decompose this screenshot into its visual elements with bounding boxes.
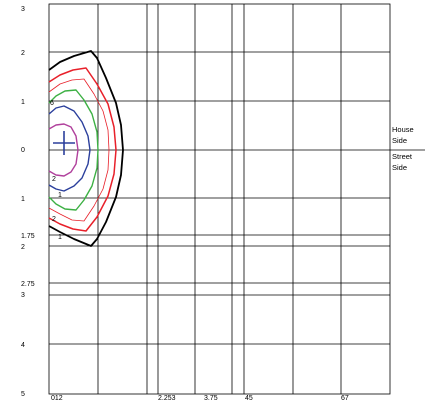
plot-frame	[48, 3, 391, 395]
y-axis-labels: 3 2 1 0 1 1.75 2 2.75 3 4 5	[21, 6, 35, 398]
contour-green	[48, 89, 99, 211]
vertical-grid	[97, 4, 342, 394]
x-tick-label: 3.75	[204, 395, 218, 402]
contour-blue	[48, 105, 91, 192]
y-tick-label: 2	[21, 50, 25, 57]
x-tick-label: 45	[245, 395, 253, 402]
y-tick-label: 4	[21, 342, 25, 349]
house-label: House	[392, 125, 414, 134]
luminaire-marker	[53, 131, 75, 155]
x-axis-labels: 012 2.253 3.75 45 67	[51, 395, 349, 402]
y-tick-label: 1.75	[21, 233, 35, 240]
x-tick-label: 67	[341, 395, 349, 402]
contour-red-outer	[48, 67, 117, 232]
contour-label: 2	[52, 176, 56, 183]
y-tick-label: 5	[21, 391, 25, 398]
y-tick-label: 0	[21, 147, 25, 154]
house-side-label: Side	[392, 136, 407, 145]
y-tick-label: 1	[21, 99, 25, 106]
street-label: Street	[392, 152, 413, 161]
contour-label: 1	[58, 192, 62, 199]
y-tick-label: 3	[21, 6, 25, 13]
horizontal-grid	[49, 51, 390, 345]
contour-labels: 6 2 1 2 1	[50, 100, 62, 241]
y-tick-label: 2	[21, 244, 25, 251]
contour-label: 2	[52, 216, 56, 223]
contour-magenta	[48, 123, 79, 177]
isolux-contours	[48, 50, 124, 247]
contour-label: 6	[50, 100, 54, 107]
y-tick-label: 1	[21, 196, 25, 203]
y-tick-label: 3	[21, 292, 25, 299]
contour-red-inner	[48, 78, 110, 222]
contour-black	[48, 50, 124, 247]
x-tick-label: 2.253	[158, 395, 176, 402]
y-tick-label: 2.75	[21, 281, 35, 288]
contour-label: 1	[58, 234, 62, 241]
street-side-label: Side	[392, 163, 407, 172]
x-tick-label: 012	[51, 395, 63, 402]
side-labels: House Side Street Side	[392, 125, 414, 172]
